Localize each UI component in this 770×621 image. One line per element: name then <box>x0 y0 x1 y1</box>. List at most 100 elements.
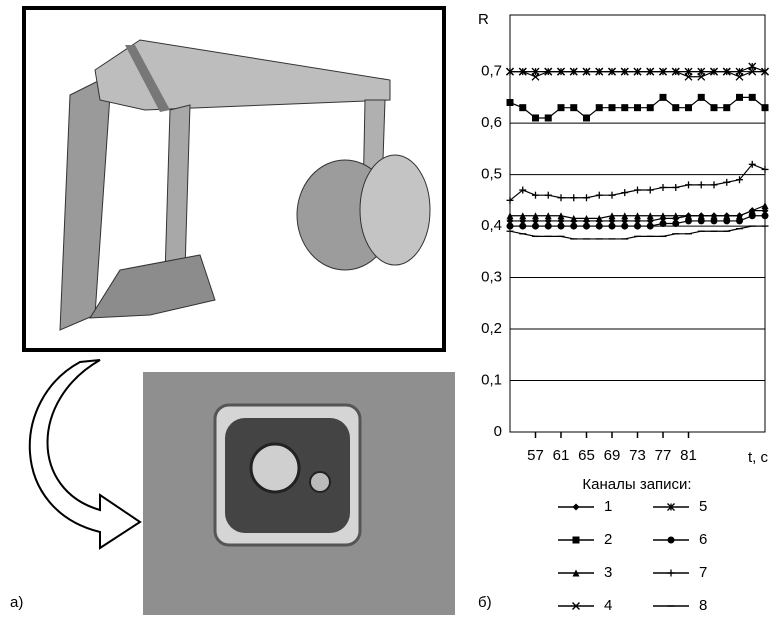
marker <box>573 504 580 511</box>
marker <box>596 223 603 230</box>
marker-shape <box>609 223 616 230</box>
panel-label: а) <box>10 594 23 611</box>
marker-shape <box>634 223 641 230</box>
marker <box>685 104 692 111</box>
marker <box>545 192 552 199</box>
marker <box>621 223 628 230</box>
marker <box>507 223 514 230</box>
marker-shape <box>583 223 590 230</box>
legend-label: 7 <box>699 564 707 581</box>
y-tick-label: 0,3 <box>481 269 502 286</box>
marker <box>609 192 616 199</box>
marker-shape <box>558 223 565 230</box>
marker <box>698 181 705 188</box>
marker-shape <box>723 104 730 111</box>
x-tick-label: 69 <box>604 447 621 464</box>
marker <box>609 104 616 111</box>
marker-shape <box>596 223 603 230</box>
y-tick-label: 0,4 <box>481 217 502 234</box>
marker-shape <box>570 104 577 111</box>
marker <box>558 194 565 201</box>
marker <box>711 217 718 224</box>
marker <box>558 104 565 111</box>
legend-title: Каналы записи: <box>582 476 691 493</box>
marker <box>621 189 628 196</box>
marker <box>519 223 526 230</box>
figure: а) б) R t, c Каналы записи: 00,10,20,30,… <box>0 0 770 621</box>
marker <box>685 181 692 188</box>
x-tick-label: 65 <box>578 447 595 464</box>
marker <box>583 223 590 230</box>
marker-shape <box>660 220 667 227</box>
y-axis-label: R <box>478 11 489 28</box>
marker-shape <box>668 537 675 544</box>
marker-shape <box>621 223 628 230</box>
marker-shape <box>583 114 590 121</box>
marker <box>570 194 577 201</box>
marker-shape <box>711 104 718 111</box>
legend-label: 4 <box>604 597 612 614</box>
marker <box>532 192 539 199</box>
marker <box>711 181 718 188</box>
marker-shape <box>660 94 667 101</box>
marker-shape <box>532 223 539 230</box>
marker <box>545 114 552 121</box>
marker <box>723 104 730 111</box>
marker-shape <box>736 217 743 224</box>
marker <box>558 223 565 230</box>
marker <box>570 104 577 111</box>
marker-shape <box>532 114 539 121</box>
marker-shape <box>762 202 769 209</box>
x-tick-label: 57 <box>527 447 544 464</box>
marker <box>749 212 756 219</box>
marker-shape <box>570 223 577 230</box>
marker <box>634 223 641 230</box>
marker <box>596 104 603 111</box>
legend-label: 1 <box>604 498 612 515</box>
x-tick-label: 73 <box>629 447 646 464</box>
marker-shape <box>647 223 654 230</box>
y-tick-label: 0,2 <box>481 320 502 337</box>
marker <box>519 104 526 111</box>
marker-shape <box>519 223 526 230</box>
y-tick-label: 0,7 <box>481 63 502 80</box>
marker <box>532 223 539 230</box>
marker-shape <box>762 104 769 111</box>
marker-shape <box>698 217 705 224</box>
x-axis-label: t, c <box>748 449 769 466</box>
marker <box>660 94 667 101</box>
marker-shape <box>647 104 654 111</box>
marker-shape <box>634 104 641 111</box>
marker <box>507 99 514 106</box>
y-tick-label: 0,6 <box>481 114 502 131</box>
marker <box>668 570 675 577</box>
photo <box>143 372 455 615</box>
marker <box>698 217 705 224</box>
marker-shape <box>698 94 705 101</box>
marker <box>532 114 539 121</box>
marker <box>698 94 705 101</box>
marker-shape <box>573 537 580 544</box>
marker-shape <box>685 217 692 224</box>
marker <box>545 223 552 230</box>
marker <box>672 104 679 111</box>
x-tick-label: 77 <box>655 447 672 464</box>
legend-label: 6 <box>699 531 707 548</box>
marker-shape <box>596 104 603 111</box>
marker <box>570 223 577 230</box>
marker-shape <box>519 104 526 111</box>
marker-shape <box>609 104 616 111</box>
y-tick-label: 0,5 <box>481 166 502 183</box>
marker-shape <box>558 104 565 111</box>
marker <box>762 166 769 173</box>
marker <box>647 223 654 230</box>
x-tick-label: 61 <box>553 447 570 464</box>
marker <box>749 94 756 101</box>
marker-shape <box>749 94 756 101</box>
marker-shape <box>749 212 756 219</box>
marker <box>762 212 769 219</box>
marker <box>583 114 590 121</box>
marker <box>647 187 654 194</box>
marker <box>762 104 769 111</box>
marker <box>685 217 692 224</box>
